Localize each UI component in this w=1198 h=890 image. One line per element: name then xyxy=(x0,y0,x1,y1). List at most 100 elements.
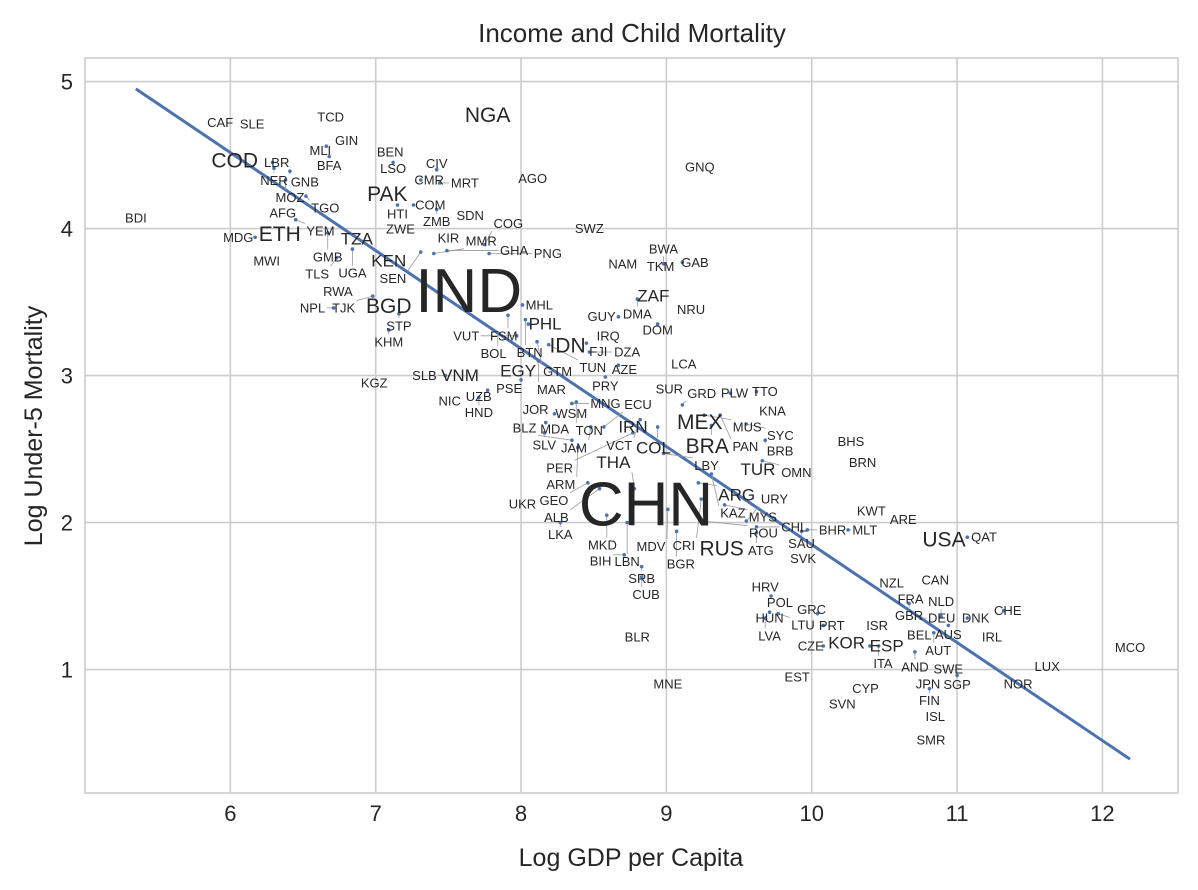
point-anchor-dot xyxy=(776,611,781,616)
point-label-lby: LBY xyxy=(694,458,719,473)
leader-line xyxy=(719,415,732,440)
point-label-hun: HUN xyxy=(755,611,783,626)
point-anchor-dot xyxy=(754,531,759,535)
point-label-aut: AUT xyxy=(925,643,951,658)
point-label-plw: PLW xyxy=(721,386,749,401)
point-label-cmr: CMR xyxy=(414,173,444,188)
leader-line xyxy=(663,453,693,459)
point-label-kir: KIR xyxy=(438,230,460,245)
x-tick-label: 10 xyxy=(799,801,823,826)
point-anchor-dot xyxy=(418,250,423,254)
point-label-nga: NGA xyxy=(465,104,511,127)
point-anchor-dot xyxy=(799,529,804,534)
point-anchor-dot xyxy=(763,616,768,620)
point-label-blr: BLR xyxy=(625,630,650,645)
point-anchor-dot xyxy=(272,166,276,171)
y-tick-label: 2 xyxy=(61,511,73,536)
point-label-mng: MNG xyxy=(590,396,620,411)
point-label-ago: AGO xyxy=(518,171,547,186)
point-label-qat: QAT xyxy=(971,530,997,545)
leader-line xyxy=(762,460,780,466)
leader-line xyxy=(702,520,748,527)
point-anchor-dot xyxy=(769,594,773,598)
point-anchor-dot xyxy=(437,181,442,185)
point-anchor-dot xyxy=(495,331,500,335)
point-anchor-dot xyxy=(586,481,590,485)
point-label-afg: AFG xyxy=(269,206,296,221)
point-label-mdg: MDG xyxy=(223,230,253,245)
point-label-mex: MEX xyxy=(677,411,723,434)
point-anchor-dot xyxy=(487,251,491,256)
point-label-per: PER xyxy=(546,460,573,475)
point-anchor-dot xyxy=(965,616,970,620)
leader-line xyxy=(746,505,760,522)
point-label-hrv: HRV xyxy=(752,580,780,595)
x-axis-label: Log GDP per Capita xyxy=(519,844,744,872)
point-anchor-dot xyxy=(535,339,539,344)
point-label-mli: MLI xyxy=(309,143,331,158)
leader-line xyxy=(666,509,669,539)
point-label-mne: MNE xyxy=(653,677,682,692)
point-label-tto: TTO xyxy=(752,384,778,399)
point-label-kaz: KAZ xyxy=(720,506,745,521)
point-label-kor: KOR xyxy=(828,634,865,653)
leader-line xyxy=(484,230,493,245)
point-label-arm: ARM xyxy=(546,477,575,492)
point-label-gin: GIN xyxy=(335,133,358,148)
point-label-bfa: BFA xyxy=(317,158,342,173)
point-label-tza: TZA xyxy=(341,229,374,248)
point-label-zaf: ZAF xyxy=(637,287,669,306)
point-label-pse: PSE xyxy=(496,381,522,396)
point-anchor-dot xyxy=(293,217,298,222)
point-label-kwt: KWT xyxy=(857,503,886,518)
point-label-uzb: UZB xyxy=(466,389,492,404)
leader-line xyxy=(548,344,579,361)
point-label-sau: SAU xyxy=(788,536,815,551)
point-label-ton: TON xyxy=(576,423,603,438)
point-anchor-dot xyxy=(331,306,336,310)
point-anchor-dot xyxy=(815,611,820,616)
point-label-bhs: BHS xyxy=(838,434,865,449)
leader-line xyxy=(574,432,634,461)
point-label-brn: BRN xyxy=(849,455,876,470)
point-anchor-dot xyxy=(570,401,574,406)
point-anchor-dot xyxy=(661,262,666,266)
point-anchor-dot xyxy=(699,497,704,501)
point-label-moz: MOZ xyxy=(276,190,305,205)
point-label-ben: BEN xyxy=(377,145,404,160)
point-label-sur: SUR xyxy=(656,381,683,396)
point-label-swe: SWE xyxy=(933,661,963,676)
point-label-btn: BTN xyxy=(517,345,543,360)
point-anchor-dot xyxy=(432,251,436,256)
point-label-npl: NPL xyxy=(300,300,325,315)
point-label-dza: DZA xyxy=(614,345,640,360)
point-label-arg: ARG xyxy=(718,486,755,505)
point-anchor-dot xyxy=(927,686,932,691)
point-label-vut: VUT xyxy=(453,328,479,343)
point-label-srb: SRB xyxy=(628,571,655,586)
point-label-alb: ALB xyxy=(544,510,569,525)
point-label-caf: CAF xyxy=(207,115,233,130)
point-anchor-dot xyxy=(754,389,759,394)
leader-line xyxy=(569,482,589,494)
point-label-brb: BRB xyxy=(767,443,794,458)
point-label-lso: LSO xyxy=(380,161,406,176)
point-anchor-dot xyxy=(397,311,401,316)
point-label-cyp: CYP xyxy=(852,681,879,696)
point-anchor-dot xyxy=(763,438,768,443)
point-anchor-dot xyxy=(334,256,339,260)
point-label-lbn: LBN xyxy=(614,554,639,569)
point-anchor-dot xyxy=(868,644,872,648)
point-anchor-dot xyxy=(907,601,911,606)
point-anchor-dot xyxy=(520,303,525,307)
point-label-swz: SWZ xyxy=(575,221,604,236)
point-label-kgz: KGZ xyxy=(361,375,388,390)
y-tick-label: 4 xyxy=(61,217,73,242)
point-label-tcd: TCD xyxy=(317,109,344,124)
point-anchor-dot xyxy=(350,247,355,251)
point-anchor-dot xyxy=(523,317,528,322)
point-anchor-dot xyxy=(674,529,679,534)
point-anchor-dot xyxy=(325,231,330,235)
